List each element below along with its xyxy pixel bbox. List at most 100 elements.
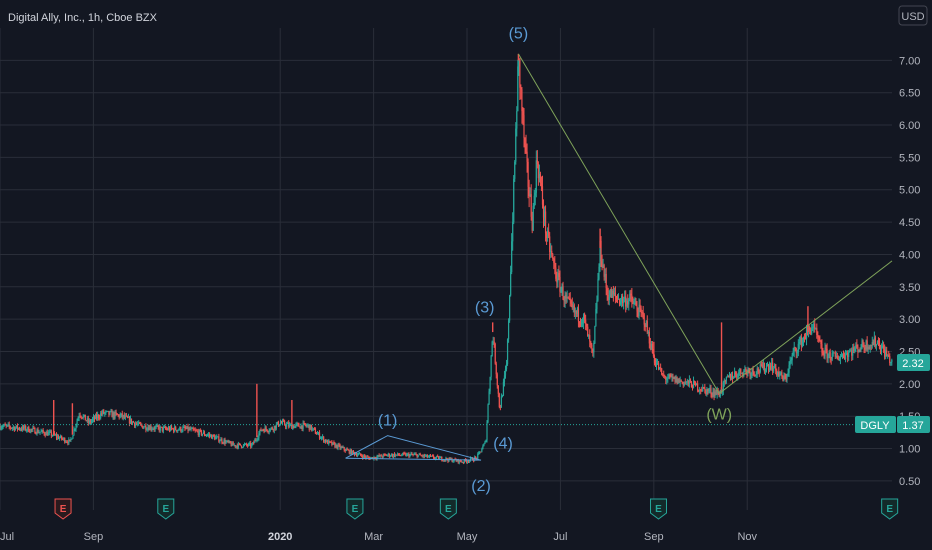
- candle-body: [318, 432, 321, 439]
- candle-body: [888, 355, 890, 357]
- candle-body: [603, 265, 605, 277]
- candle-body: [657, 363, 660, 370]
- candle-body: [789, 361, 791, 365]
- candle-body: [17, 427, 20, 429]
- y-tick-label: 7.00: [899, 55, 920, 67]
- candle-body: [324, 439, 326, 442]
- candle-body: [856, 344, 858, 347]
- candle-body: [596, 300, 598, 310]
- candle-body: [207, 434, 210, 436]
- candle-body: [133, 422, 136, 426]
- candle-body: [232, 442, 234, 446]
- x-tick-label: 2020: [268, 531, 292, 543]
- candle-body: [46, 431, 48, 436]
- candle-body: [619, 301, 622, 304]
- candle-body: [575, 310, 577, 314]
- candle-body: [365, 456, 367, 458]
- candle-body: [66, 441, 68, 443]
- candle-body: [425, 454, 427, 456]
- candle-body: [248, 443, 250, 446]
- candle-body: [822, 352, 824, 354]
- candle-body: [400, 455, 402, 457]
- candle-body: [563, 299, 565, 302]
- candle-body: [594, 326, 596, 344]
- candle-body: [805, 329, 808, 340]
- candle-body: [439, 457, 441, 460]
- candle-body: [63, 438, 65, 440]
- x-tick-label: May: [457, 531, 478, 543]
- candle-body: [762, 362, 764, 368]
- candle-body: [153, 428, 155, 430]
- candle-body: [651, 343, 654, 354]
- candle-body: [814, 323, 816, 329]
- candle-body: [463, 459, 466, 463]
- candle-body: [122, 415, 124, 418]
- candle-body: [18, 427, 21, 430]
- candle-body: [790, 360, 792, 362]
- candle-body: [554, 262, 556, 268]
- candle-body: [569, 298, 571, 301]
- candle-body: [336, 444, 338, 449]
- candle-body: [585, 319, 587, 324]
- candle-body: [849, 350, 851, 353]
- candle-body: [839, 356, 842, 359]
- candle-body: [389, 455, 392, 457]
- candle-body: [351, 450, 354, 455]
- candle-body: [682, 381, 684, 386]
- candle-body: [759, 364, 761, 373]
- candle-body: [576, 308, 579, 314]
- candle-body: [409, 454, 411, 457]
- candle-body: [820, 341, 822, 344]
- candle-body: [483, 443, 485, 446]
- candle-body: [482, 445, 484, 450]
- candle-body: [519, 58, 521, 88]
- candle-body: [490, 355, 492, 377]
- candle-body: [610, 289, 612, 298]
- candle-body: [828, 351, 830, 354]
- candle-body: [71, 438, 73, 440]
- candle-body: [194, 430, 196, 432]
- y-axis[interactable]: 0.501.001.502.002.503.003.504.004.505.00…: [899, 55, 920, 488]
- candle-body: [385, 454, 387, 456]
- candle-body: [668, 374, 670, 379]
- candle-body: [580, 322, 583, 324]
- candle-body: [155, 426, 157, 428]
- trend-line: [718, 260, 893, 394]
- candle-body: [271, 427, 273, 430]
- candle-body: [160, 426, 162, 428]
- candle-body: [367, 456, 369, 458]
- candle-body: [200, 430, 202, 435]
- candle-body: [49, 431, 51, 433]
- candle-body: [258, 433, 260, 439]
- candle-body: [189, 428, 191, 430]
- candle-body: [281, 420, 284, 424]
- candle-body: [146, 429, 148, 431]
- candle-body: [8, 424, 10, 427]
- y-tick-label: 2.00: [899, 379, 920, 391]
- currency-button[interactable]: USD: [898, 5, 928, 26]
- candle-body: [208, 434, 211, 436]
- candle-body: [47, 432, 49, 436]
- candle-body: [312, 428, 314, 430]
- candle-body: [264, 427, 266, 432]
- candle-body: [168, 427, 171, 431]
- candle-body: [631, 295, 633, 302]
- candle-body: [169, 426, 172, 431]
- symbol-badge[interactable]: DGLY: [855, 416, 896, 433]
- candle-body: [348, 449, 350, 454]
- candle-body: [307, 424, 309, 426]
- candle-body: [34, 428, 36, 434]
- candle-body: [99, 417, 101, 419]
- candle-body: [83, 414, 85, 416]
- candle-body: [715, 391, 717, 395]
- candle-body: [673, 377, 675, 379]
- candle-body: [2, 425, 4, 428]
- candle-body: [197, 431, 199, 436]
- candle-body: [465, 460, 468, 463]
- candle-body: [293, 425, 295, 429]
- candle-body: [493, 341, 495, 344]
- candle-body: [870, 345, 872, 347]
- x-axis[interactable]: Jul Sep 2020 Mar May Jul Sep Nov: [0, 531, 758, 543]
- candle-body: [292, 425, 294, 429]
